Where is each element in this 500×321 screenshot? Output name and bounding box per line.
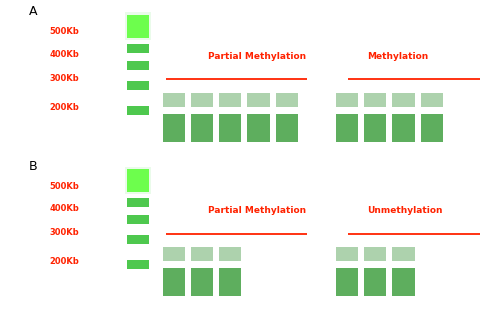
Bar [126,198,149,207]
Bar [191,247,214,261]
Bar [126,169,149,192]
Bar [126,44,149,53]
Bar [126,260,149,270]
Text: 500Kb: 500Kb [50,28,80,37]
Bar [364,247,386,261]
Bar [364,93,386,107]
Bar [126,61,149,70]
Bar [336,114,358,142]
Text: 400Kb: 400Kb [50,50,80,59]
Bar [364,114,386,142]
Text: Partial Methylation: Partial Methylation [208,52,306,61]
Text: 300Kb: 300Kb [50,74,80,82]
Bar [163,114,185,142]
Bar [420,114,442,142]
Bar [336,247,358,261]
Text: B: B [29,160,38,172]
Bar [191,114,214,142]
Text: Unmethylation: Unmethylation [367,206,442,215]
Bar [364,268,386,296]
Bar [163,268,185,296]
Bar [220,247,242,261]
Bar [392,114,414,142]
Bar [248,93,270,107]
Text: Partial Methylation: Partial Methylation [208,206,306,215]
Bar [124,167,151,195]
Text: 200Kb: 200Kb [50,103,80,112]
Bar [220,268,242,296]
Bar [220,93,242,107]
Bar [392,247,414,261]
Bar [163,247,185,261]
Bar [276,114,298,142]
Bar [163,93,185,107]
Bar [392,268,414,296]
Bar [336,268,358,296]
Bar [126,106,149,116]
Text: 500Kb: 500Kb [50,182,80,191]
Bar [126,215,149,224]
Bar [126,235,149,244]
Text: Methylation: Methylation [367,52,428,61]
Text: 200Kb: 200Kb [50,257,80,266]
Text: A: A [29,5,38,18]
Bar [124,13,151,40]
Bar [420,93,442,107]
Bar [248,114,270,142]
Text: 300Kb: 300Kb [50,228,80,237]
Bar [191,93,214,107]
Text: 400Kb: 400Kb [50,204,80,213]
Bar [392,93,414,107]
Bar [126,15,149,38]
Bar [336,93,358,107]
Bar [126,81,149,90]
Bar [276,93,298,107]
Bar [220,114,242,142]
Bar [191,268,214,296]
